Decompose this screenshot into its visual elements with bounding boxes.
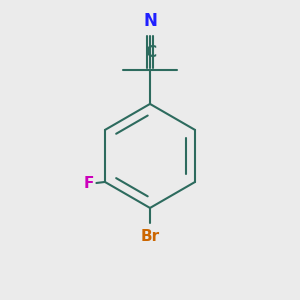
Text: C: C xyxy=(145,45,157,60)
Text: F: F xyxy=(83,176,94,191)
Text: N: N xyxy=(143,12,157,30)
Text: Br: Br xyxy=(140,229,160,244)
